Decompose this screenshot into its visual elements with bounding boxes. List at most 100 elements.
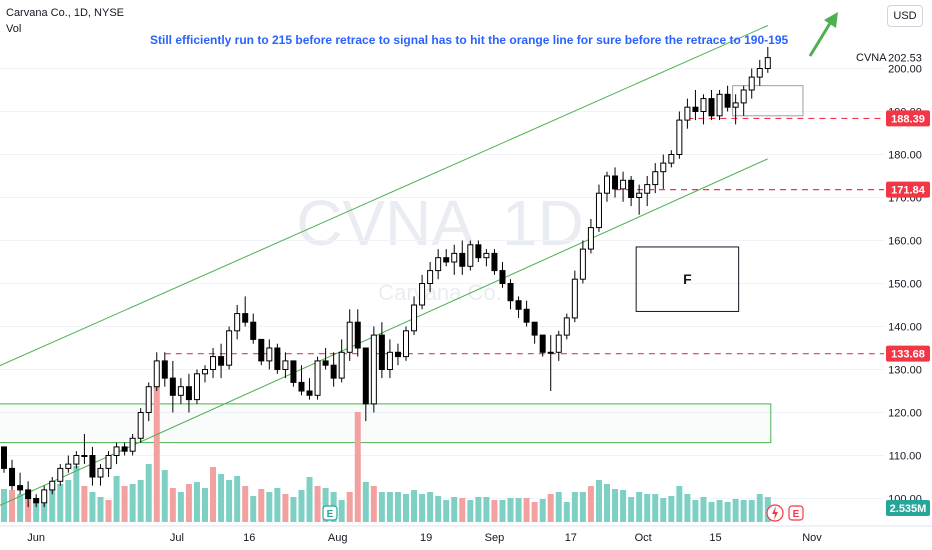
- volume-bar: [547, 494, 554, 522]
- candle-body: [137, 412, 144, 439]
- candle-body: [499, 270, 506, 285]
- volume-bar: [338, 500, 345, 522]
- volume-bar: [121, 486, 128, 522]
- volume-bar: [604, 484, 610, 522]
- candle-body: [515, 300, 522, 310]
- volume-bar: [531, 502, 538, 522]
- price-axis[interactable]: 100.00110.00120.00130.00140.00150.00160.…: [884, 0, 932, 550]
- volume-bar: [628, 497, 635, 522]
- candle-body: [676, 119, 683, 155]
- candle-body: [563, 317, 570, 336]
- candle-body: [604, 175, 610, 194]
- candle-body: [394, 351, 401, 358]
- level-tag-bg: [886, 181, 930, 198]
- volume-bar: [684, 494, 691, 522]
- volume-bar: [298, 490, 305, 522]
- candle-body: [636, 192, 643, 198]
- volume-bar: [668, 496, 675, 522]
- candle-body: [89, 455, 96, 478]
- currency-button[interactable]: USD: [887, 5, 923, 27]
- volume-bar: [700, 497, 707, 522]
- volume-bar: [515, 498, 522, 522]
- symbol-title: Carvana Co., 1D, NYSE: [6, 7, 124, 19]
- watermark-symbol: CVNA 1D: [296, 187, 584, 259]
- volume-bar: [386, 492, 393, 522]
- candle-body: [346, 321, 353, 353]
- candle-body: [49, 480, 56, 491]
- earnings-icon: [788, 505, 804, 521]
- candle-body: [555, 334, 562, 353]
- price-tick-label: 140.00: [888, 322, 922, 334]
- earnings-icon-label: E: [327, 509, 334, 520]
- volume-bar: [354, 412, 361, 522]
- volume-bar: [65, 480, 72, 522]
- volume-bar: [716, 500, 723, 522]
- volume-bar: [756, 494, 763, 522]
- volume-bar: [644, 494, 651, 522]
- candle-body: [740, 89, 747, 104]
- box-f-label: F: [683, 271, 692, 287]
- time-axis[interactable]: Jun Jul 16 Aug 19 Sep 17 Oct 15 Nov: [0, 525, 932, 550]
- price-tags: 202.53 188.39 171.84 133.68 2.535M: [886, 53, 930, 516]
- candle-body: [459, 252, 466, 267]
- candle-body: [290, 360, 297, 383]
- time-tick-label: Jul: [170, 532, 184, 544]
- candle-body: [298, 381, 305, 392]
- volume-bar: [137, 480, 144, 522]
- volume-bar: [571, 492, 578, 522]
- candle-body: [539, 334, 546, 353]
- candle-body: [708, 98, 715, 117]
- volume-bar: [250, 496, 257, 522]
- volume-bar: [49, 489, 56, 522]
- level-tag-text: 188.39: [891, 113, 925, 125]
- volume-bar: [17, 494, 24, 522]
- candle-body: [113, 446, 120, 456]
- volume-bar: [370, 486, 377, 522]
- volume-bar: [242, 486, 249, 522]
- level-tag-bg: [886, 110, 930, 127]
- candle-body: [129, 437, 136, 452]
- candle-body: [362, 347, 369, 405]
- price-tick-label: 200.00: [888, 64, 922, 76]
- volume-bar: [708, 502, 715, 522]
- volume-bar: [539, 499, 546, 522]
- volume-bar: [491, 500, 498, 522]
- candle-body: [258, 338, 265, 362]
- volume-bar: [443, 500, 450, 522]
- volume-bar: [153, 387, 160, 522]
- candle-body: [242, 313, 249, 323]
- candle-body: [378, 334, 385, 371]
- candle-body: [467, 244, 474, 267]
- volume-bar: [732, 499, 739, 522]
- candle-body: [684, 106, 691, 121]
- last-price-value: 202.53: [888, 53, 922, 65]
- volume-bar: [346, 492, 353, 522]
- volume-bar: [394, 492, 401, 522]
- annotation-note: Still efficiently run to 215 before retr…: [150, 33, 789, 47]
- volume-bar: [73, 466, 80, 522]
- candle-body: [732, 102, 739, 108]
- volume-bar: [612, 489, 619, 522]
- zone-box: [732, 85, 804, 117]
- earnings-icon-label: E: [793, 509, 800, 520]
- price-tick-label: 110.00: [889, 451, 922, 463]
- candle-body: [579, 248, 586, 280]
- candle-body: [411, 304, 418, 332]
- candle-body: [451, 252, 458, 263]
- box-label: F: [683, 271, 692, 287]
- horizontal-levels[interactable]: [164, 117, 884, 355]
- candle-body: [523, 308, 530, 323]
- candle-body: [531, 321, 538, 336]
- volume-bar: [652, 494, 659, 522]
- candle-body: [748, 76, 755, 91]
- volume-bar: [169, 488, 176, 522]
- time-tick-label: 19: [420, 532, 432, 544]
- price-tick-label: 120.00: [888, 408, 922, 420]
- volume-bar: [89, 492, 96, 522]
- candle-body: [1, 446, 7, 469]
- candle-body: [571, 278, 578, 319]
- volume-bars: [1, 387, 771, 522]
- candle-body: [716, 93, 723, 117]
